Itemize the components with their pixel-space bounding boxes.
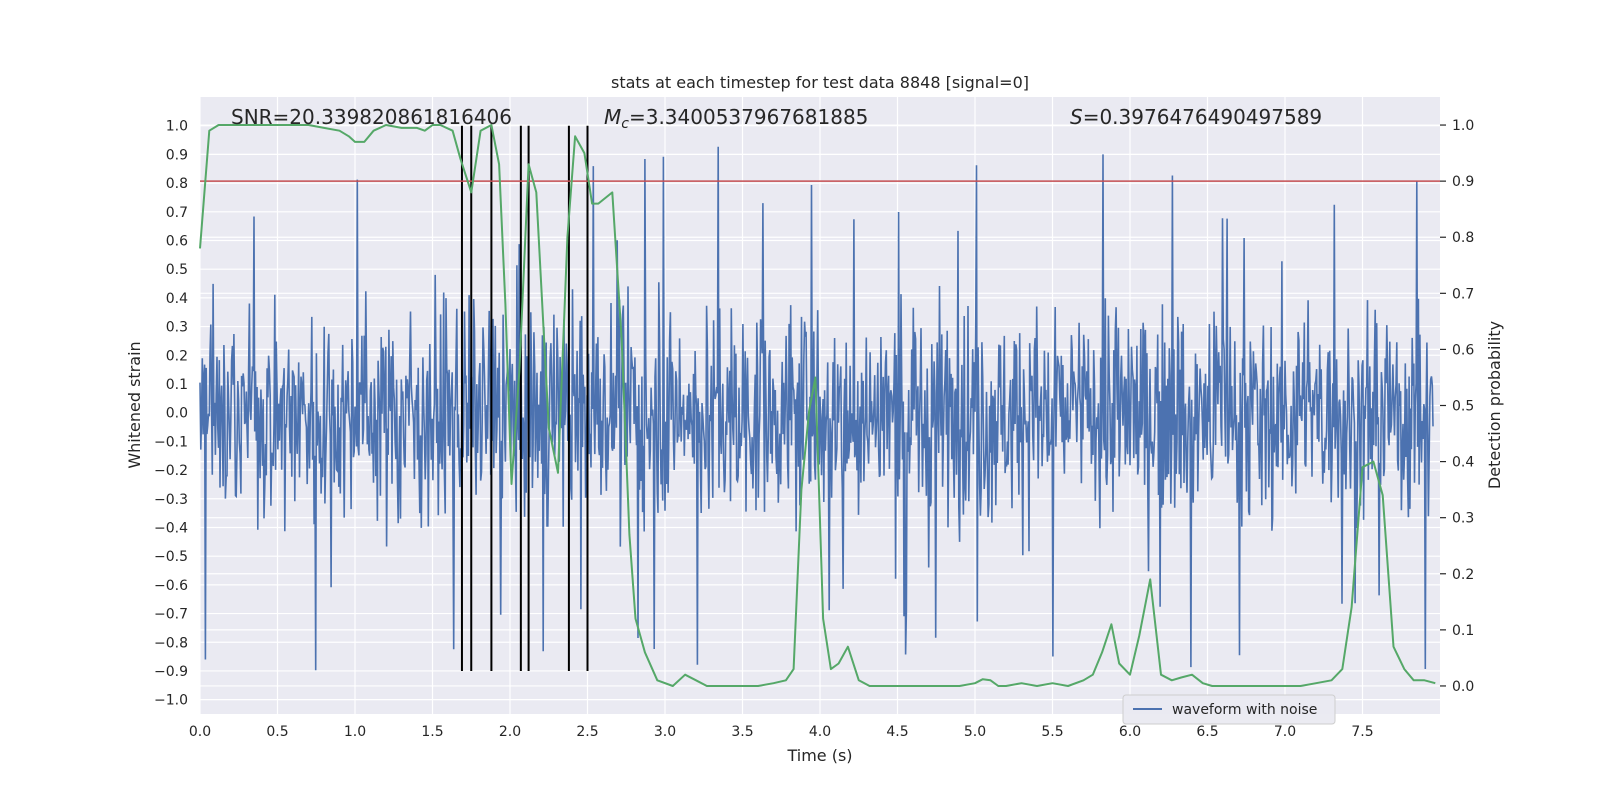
x-tick-label: 1.5 [421,724,443,740]
y-tick-label: 0.0 [166,406,188,422]
y-tick-label: −0.1 [154,434,188,450]
chart-title: stats at each timestep for test data 884… [611,73,1029,92]
x-tick-label: 4.0 [809,724,831,740]
x-tick-label: 6.5 [1196,724,1218,740]
y-tick-label: 0.7 [166,205,188,221]
y2-tick-label: 0.6 [1452,342,1474,358]
x-tick-label: 7.5 [1351,724,1373,740]
y-tick-label: −0.7 [154,607,188,623]
vertical-markers [460,125,589,671]
y-axis-ticks: 1.0 0.9 0.8 0.7 0.6 0.5 0.4 0.3 0.2 0.1 0.0 −0.1 −0.… [154,119,188,709]
y-tick-label: −0.2 [154,463,188,479]
y2-tick-label: 0.4 [1452,455,1474,471]
x-tick-label: 7.0 [1274,724,1296,740]
y-tick-label: −0.9 [154,664,188,680]
y2-tick-label: 0.8 [1452,230,1474,246]
chirp-mass-annotation: Mc=3.3400537967681885 [604,105,868,132]
y-axis-label: Whitened strain [125,341,144,468]
x-tick-label: 6.0 [1119,724,1141,740]
s-annotation: S=0.3976476490497589 [1070,105,1322,129]
chirp-mass-subscript: c [621,116,629,132]
x-tick-label: 0.5 [266,724,288,740]
y-tick-label: 0.8 [166,176,188,192]
x-tick-label: 4.5 [886,724,908,740]
chirp-mass-symbol: M [604,105,621,129]
y-tick-label: 0.5 [166,262,188,278]
y-tick-label: 0.6 [166,233,188,249]
probability-line [199,124,1436,687]
x-tick-label: 1.0 [344,724,366,740]
y2-axis-ticks: 1.0 0.9 0.8 0.7 0.6 0.5 0.4 0.3 0.2 0.1 0.0 [1440,118,1474,695]
y-tick-label: −0.6 [154,578,188,594]
y2-axis-label: Detection probability [1485,321,1504,489]
legend-box [1122,694,1336,725]
y-tick-label: 0.3 [166,320,188,336]
x-tick-label: 3.0 [654,724,676,740]
chirp-mass-value: =3.3400537967681885 [629,105,868,129]
y2-tick-label: 1.0 [1452,118,1474,134]
y-tick-label: −0.8 [154,635,188,651]
x-axis-label: Time (s) [786,746,852,765]
s-value: =0.3976476490497589 [1083,105,1322,129]
y2-tick-label: 0.2 [1452,567,1474,583]
y-tick-label: 0.9 [166,147,188,163]
y2-tick-label: 0.3 [1452,511,1474,527]
y-tick-label: −0.4 [154,520,188,536]
y2-tick-label: 0.0 [1452,679,1474,695]
y2-tick-label: 0.9 [1452,174,1474,190]
x-tick-label: 5.5 [1041,724,1063,740]
y-tick-label: 0.4 [166,291,188,307]
probability-series [199,124,1436,687]
y-tick-label: 0.1 [166,377,188,393]
x-tick-label: 2.5 [576,724,598,740]
y-tick-label: −0.5 [154,549,188,565]
s-symbol: S [1070,105,1083,129]
y2-tick-label: 0.7 [1452,286,1474,302]
x-tick-label: 5.0 [964,724,986,740]
legend-label: waveform with noise [1172,702,1317,718]
x-axis-ticks: 0.0 0.5 1.0 1.5 2.0 2.5 3.0 3.5 4.0 4.5 5.0 5.5 6.0 6… [189,724,1374,740]
legend: waveform with noise [1122,694,1336,725]
snr-annotation: SNR=20.339820861816406 [231,105,512,129]
y-tick-label: −1.0 [154,693,188,709]
y-tick-label: 1.0 [166,119,188,135]
x-tick-label: 0.0 [189,724,211,740]
x-tick-label: 2.0 [499,724,521,740]
y2-tick-label: 0.5 [1452,399,1474,415]
y-tick-label: 0.2 [166,348,188,364]
y-tick-label: −0.3 [154,492,188,508]
x-tick-label: 3.5 [731,724,753,740]
y2-tick-label: 0.1 [1452,623,1474,639]
